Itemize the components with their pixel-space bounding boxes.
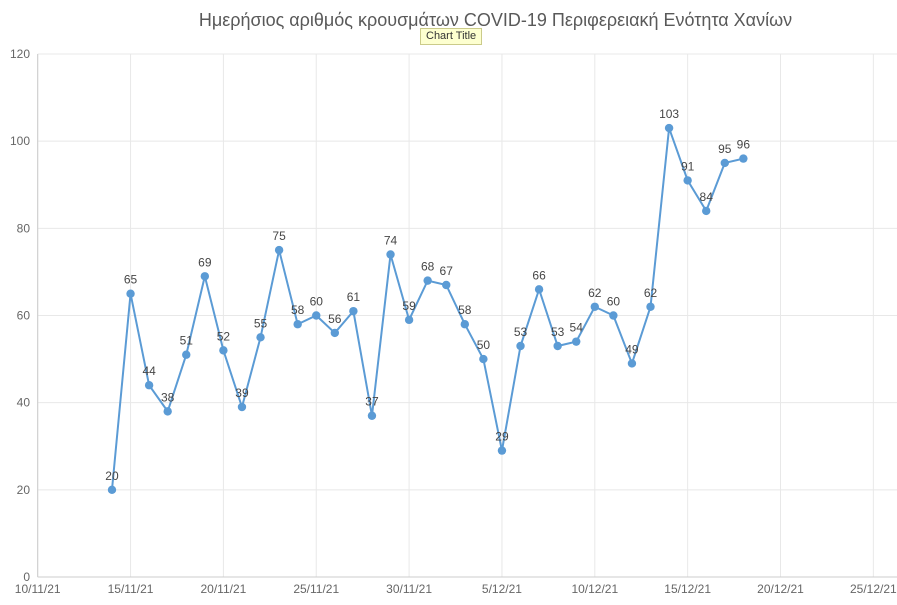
svg-text:53: 53 <box>514 325 528 339</box>
svg-text:10/12/21: 10/12/21 <box>571 582 618 596</box>
svg-text:62: 62 <box>588 286 602 300</box>
svg-text:100: 100 <box>10 134 30 148</box>
svg-text:5/12/21: 5/12/21 <box>482 582 522 596</box>
svg-text:68: 68 <box>421 260 435 274</box>
svg-text:91: 91 <box>681 159 695 173</box>
svg-text:25/11/21: 25/11/21 <box>293 582 339 596</box>
svg-text:51: 51 <box>180 334 194 348</box>
svg-text:15/11/21: 15/11/21 <box>108 582 154 596</box>
svg-text:20/12/21: 20/12/21 <box>757 582 804 596</box>
svg-text:103: 103 <box>659 107 679 121</box>
svg-text:58: 58 <box>291 303 305 317</box>
svg-text:58: 58 <box>458 303 472 317</box>
svg-text:60: 60 <box>607 295 621 309</box>
svg-text:67: 67 <box>440 264 454 278</box>
svg-text:30/11/21: 30/11/21 <box>386 582 432 596</box>
svg-text:80: 80 <box>17 221 31 235</box>
svg-text:95: 95 <box>718 142 732 156</box>
svg-text:49: 49 <box>625 342 639 356</box>
svg-text:62: 62 <box>644 286 658 300</box>
svg-text:84: 84 <box>700 190 714 204</box>
svg-text:120: 120 <box>10 47 30 61</box>
svg-text:37: 37 <box>365 395 379 409</box>
svg-text:44: 44 <box>142 364 156 378</box>
svg-text:53: 53 <box>551 325 565 339</box>
svg-text:55: 55 <box>254 316 268 330</box>
svg-text:10/11/21: 10/11/21 <box>15 582 61 596</box>
svg-text:96: 96 <box>737 138 751 152</box>
svg-text:54: 54 <box>570 321 584 335</box>
svg-text:61: 61 <box>347 290 361 304</box>
svg-text:74: 74 <box>384 233 398 247</box>
svg-text:65: 65 <box>124 273 138 287</box>
svg-text:50: 50 <box>477 338 491 352</box>
svg-text:20: 20 <box>105 469 119 483</box>
svg-text:52: 52 <box>217 329 231 343</box>
svg-text:75: 75 <box>272 229 286 243</box>
svg-text:15/12/21: 15/12/21 <box>664 582 711 596</box>
svg-text:40: 40 <box>17 396 31 410</box>
svg-text:59: 59 <box>402 299 416 313</box>
svg-text:39: 39 <box>235 386 249 400</box>
svg-text:56: 56 <box>328 312 342 326</box>
svg-text:25/12/21: 25/12/21 <box>850 582 897 596</box>
svg-text:29: 29 <box>495 430 509 444</box>
svg-text:38: 38 <box>161 390 175 404</box>
svg-text:60: 60 <box>310 295 324 309</box>
svg-text:20/11/21: 20/11/21 <box>200 582 246 596</box>
svg-text:69: 69 <box>198 255 212 269</box>
svg-text:20: 20 <box>17 483 31 497</box>
svg-text:60: 60 <box>17 309 31 323</box>
svg-text:66: 66 <box>532 268 546 282</box>
